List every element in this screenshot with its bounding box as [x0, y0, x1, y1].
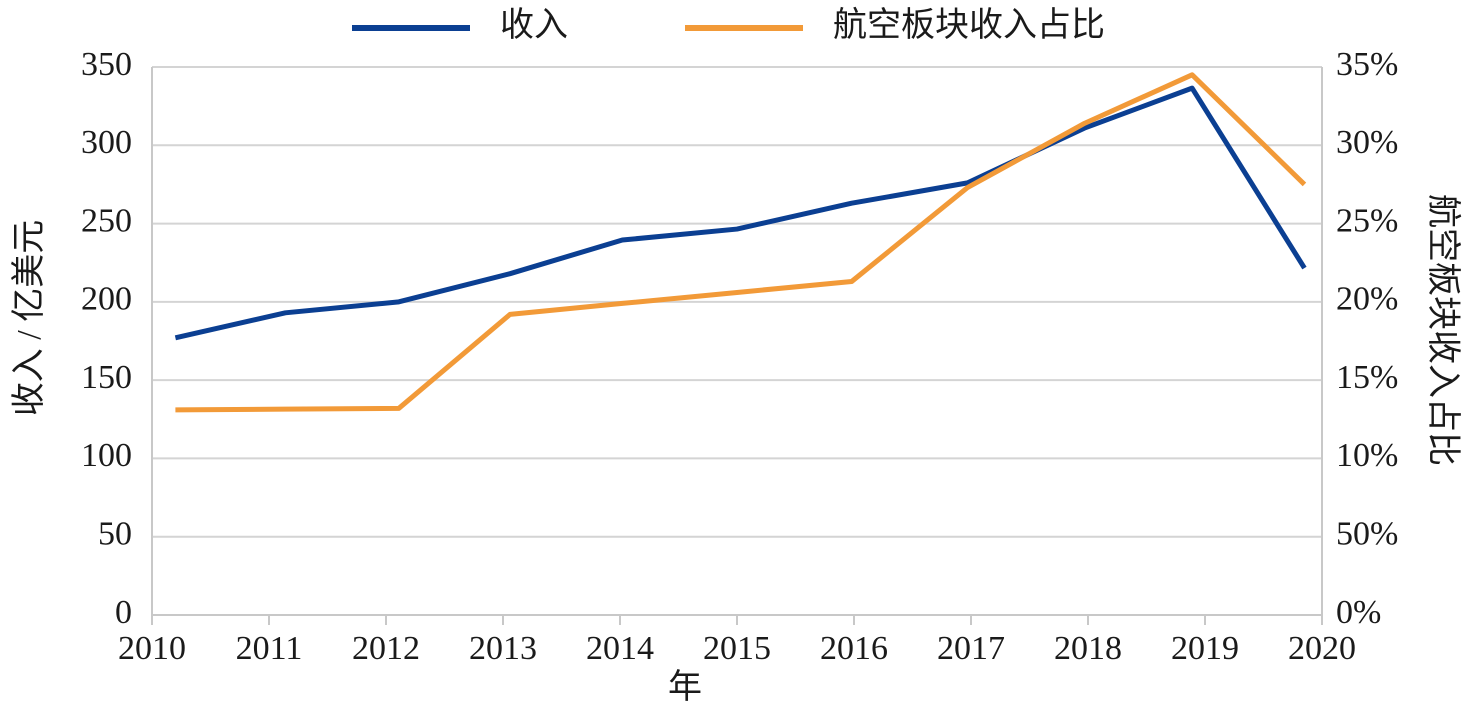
- x-tick-label: 2017: [937, 630, 1005, 667]
- x-tick-label: 2018: [1054, 630, 1122, 667]
- series-line: [174, 85, 1307, 341]
- y-tick-label: 200: [81, 281, 132, 318]
- legend-label: 收入: [500, 6, 568, 44]
- legend-label: 航空板块收入占比: [833, 6, 1105, 44]
- y2-tick-label: 15%: [1336, 359, 1398, 396]
- y2-tick-label: 25%: [1336, 202, 1398, 239]
- x-tick-label: 2011: [236, 630, 303, 667]
- y-tick-label: 250: [81, 202, 132, 239]
- y2-tick-label: 20%: [1336, 281, 1398, 318]
- x-tick-label: 2012: [352, 630, 420, 667]
- y2-tick-label: 35%: [1336, 46, 1398, 83]
- x-tick-label: 2010: [118, 630, 186, 667]
- x-axis-label: 年: [668, 668, 702, 706]
- series-line: [175, 72, 1307, 413]
- y2-tick-label: 30%: [1336, 124, 1398, 161]
- x-tick-label: 2015: [703, 630, 771, 667]
- x-tick-label: 2014: [586, 630, 654, 667]
- y2-tick-label: 50%: [1336, 516, 1398, 553]
- y2-axis-label: 航空板块收入占比: [1424, 194, 1462, 466]
- y-tick-label: 50: [98, 516, 132, 553]
- x-tick-label: 2016: [820, 630, 888, 667]
- x-tick-label: 2013: [469, 630, 537, 667]
- y-axis-label: 收入 / 亿美元: [10, 220, 48, 416]
- y-tick-label: 150: [81, 359, 132, 396]
- y-tick-label: 300: [81, 124, 132, 161]
- x-tick-label: 2019: [1171, 630, 1239, 667]
- y2-tick-label: 10%: [1336, 437, 1398, 474]
- x-tick-label: 2020: [1288, 630, 1356, 667]
- y-tick-label: 0: [115, 594, 132, 631]
- y-tick-label: 100: [81, 437, 132, 474]
- y2-tick-label: 0%: [1336, 594, 1381, 631]
- y-tick-label: 350: [81, 46, 132, 83]
